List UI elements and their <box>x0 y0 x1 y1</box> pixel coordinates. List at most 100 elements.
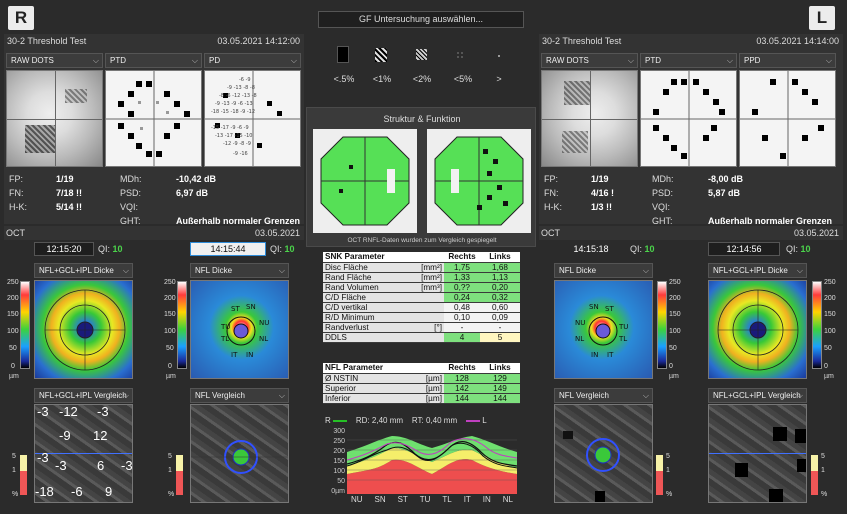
oct-label: OCT <box>6 228 25 238</box>
rnfl-deviation-map[interactable] <box>190 404 289 503</box>
stat-value: 5/14 !! <box>56 202 83 212</box>
scale-label: % <box>12 491 19 498</box>
table-header: Rechts <box>444 252 480 263</box>
vf-global-indices: MDh: -10,42 dB PSD: 6,97 dB VQI: GHT: Außer… <box>118 171 302 229</box>
chevron-down-icon: ⌵ <box>191 56 198 65</box>
select-exam-button[interactable]: GF Untersuchung auswählen... <box>318 11 524 28</box>
raw-dots-plot[interactable] <box>541 70 638 167</box>
legend-rd: RD: 2,40 mm <box>355 416 404 425</box>
right-structure-function-map[interactable] <box>313 129 417 233</box>
legend-l: L <box>482 416 487 425</box>
ptd-plot[interactable] <box>105 70 202 167</box>
ganglion-deviation-map[interactable]: -3 -12 -3 -9 12 -3 -3 6 -3 -18 -6 9 <box>34 404 133 503</box>
svg-text:IT: IT <box>607 351 614 359</box>
table-row: Randverlust [°] - - <box>323 322 520 333</box>
scale-label: 250 <box>669 279 681 286</box>
test-name: 30-2 Threshold Test <box>542 36 622 46</box>
ganglion-deviation-map[interactable] <box>708 404 807 503</box>
scan-time-selector[interactable]: 12:14:56 <box>708 242 780 256</box>
chevron-down-icon: ⌵ <box>642 266 649 275</box>
ppd-symbols-icon <box>740 71 835 166</box>
map-type-dropdown[interactable]: NFL Vergleich ⌵ <box>190 388 289 403</box>
value-right: 1,33 <box>444 272 480 283</box>
right-oct-header: OCT 03.05.2021 <box>4 226 304 240</box>
vf-plot-dropdown[interactable]: RAW DOTS ⌵ <box>541 53 638 68</box>
ppd-plot[interactable] <box>739 70 836 167</box>
scan-time-selector[interactable]: 12:15:20 <box>34 242 94 256</box>
scale-label: 250 <box>824 279 836 286</box>
svg-text:IT: IT <box>231 351 238 359</box>
map-type-dropdown[interactable]: NFL+GCL+IPL Vergleich ⌵ <box>34 388 133 403</box>
dropdown-value: RAW DOTS <box>11 56 54 65</box>
pct-yellow-swatch <box>656 455 663 471</box>
value-left: 5 <box>480 332 520 343</box>
vf-reliability-stats: FP: 1/19 FN: 4/16 ! H-K: 1/3 !! <box>542 171 616 215</box>
pct-red-swatch <box>20 471 27 495</box>
dropdown-value: RAW DOTS <box>546 56 589 65</box>
scale-label: 5 <box>821 453 825 460</box>
left-structure-function-map[interactable] <box>427 129 531 233</box>
value-left: 0,20 <box>480 282 520 293</box>
svg-text:NL: NL <box>259 335 268 343</box>
oct-date: 03.05.2021 <box>254 228 300 238</box>
rnfl-deviation-map[interactable] <box>554 404 653 503</box>
oct-date: 03.05.2021 <box>793 228 839 238</box>
svg-text:IN: IN <box>591 351 598 359</box>
chevron-down-icon: ⌵ <box>122 266 129 275</box>
rnfl-thickness-map[interactable]: SN ST TU NU TL NL IT IN <box>190 280 289 379</box>
vf-plot-dropdown[interactable]: PTD ⌵ <box>640 53 737 68</box>
scan-time-selector[interactable]: 14:15:44 <box>190 242 266 256</box>
scale-label: 1 <box>12 467 16 474</box>
svg-text:TU: TU <box>220 323 230 331</box>
map-type-dropdown[interactable]: NFL Dicke ⌵ <box>554 263 653 278</box>
stat-label: H-K: <box>9 202 27 212</box>
raw-dots-plot[interactable] <box>6 70 103 167</box>
vf-plot-dropdown[interactable]: RAW DOTS ⌵ <box>6 53 103 68</box>
table-row: DDLS 4 5 <box>323 332 520 343</box>
map-type-dropdown[interactable]: NFL Dicke ⌵ <box>190 263 289 278</box>
percentile-scale: 5 1 % <box>811 453 829 503</box>
map-type-dropdown[interactable]: NFL Vergleich ⌵ <box>554 388 653 403</box>
stat-value <box>708 201 832 213</box>
pd-plot[interactable]: -6 -9 -9 -13 -8 -8 -8 -6 -12 -13 -8 -9 -13… <box>204 70 301 167</box>
stat-value: 5,87 dB <box>708 188 741 198</box>
graph-y-axis: 300 250 200 150 100 50 0µm <box>323 428 345 495</box>
vf-plot-dropdown[interactable]: PPD ⌵ <box>739 53 836 68</box>
map-type-dropdown[interactable]: NFL+GCL+IPL Dicke ⌵ <box>34 263 133 278</box>
ptd-plot[interactable] <box>640 70 737 167</box>
table-row: R/D Minimum 0,10 0,09 <box>323 312 520 323</box>
svg-text:SN: SN <box>589 303 599 311</box>
param-name: Superior <box>323 383 402 394</box>
vf-plot-dropdown[interactable]: PD ⌵ <box>204 53 301 68</box>
deviation-value: -3 <box>37 450 49 465</box>
ganglion-thickness-map[interactable] <box>34 280 133 379</box>
stat-value: 1/3 !! <box>591 202 613 212</box>
param-unit <box>407 292 444 303</box>
deviation-value: -3 <box>37 404 49 419</box>
deviation-value: -12 <box>59 404 78 419</box>
scan-time-selector[interactable]: 14:15:18 <box>573 244 609 254</box>
sf-map-left-icon <box>434 136 524 226</box>
pct-red-swatch <box>176 471 183 495</box>
rnfl-thickness-map[interactable]: SN ST NU TU NL TL IN IT <box>554 280 653 379</box>
stat-label: VQI: <box>652 202 671 212</box>
stat-label: FN: <box>9 188 24 198</box>
dropdown-value: NFL Vergleich <box>559 391 609 400</box>
vf-global-indices: MDh: -8,00 dB PSD: 5,87 dB VQI: GHT: Außerh… <box>650 171 834 229</box>
l-line-swatch <box>466 419 481 422</box>
value-left: 1,13 <box>480 272 520 283</box>
svg-text:NU: NU <box>575 319 585 327</box>
vf-plot-dropdown[interactable]: PTD ⌵ <box>105 53 202 68</box>
table-header: Links <box>480 363 520 374</box>
scale-label: 5 <box>168 453 172 460</box>
test-date: 03.05.2021 14:14:00 <box>756 36 839 46</box>
pct-yellow-swatch <box>176 455 183 471</box>
symbol-label: <.5% <box>333 74 355 84</box>
scale-label: 150 <box>669 311 681 318</box>
y-tick: 0µm <box>331 488 345 495</box>
x-tick: IN <box>482 495 491 504</box>
map-type-dropdown[interactable]: NFL+GCL+IPL Dicke ⌵ <box>708 263 807 278</box>
stat-value: 1/19 <box>56 174 74 184</box>
map-type-dropdown[interactable]: NFL+GCL+IPL Vergleich ⌵ <box>708 388 807 403</box>
ganglion-thickness-map[interactable] <box>708 280 807 379</box>
